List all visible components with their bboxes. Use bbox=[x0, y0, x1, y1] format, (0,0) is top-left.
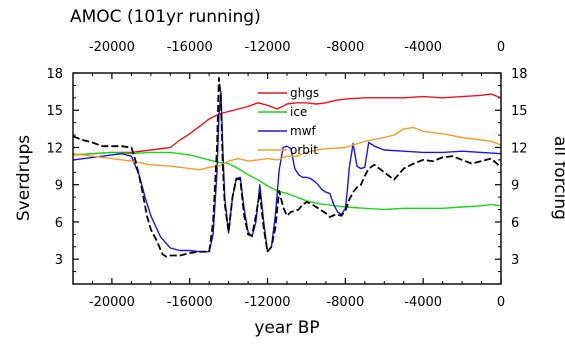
y-axis-title-right: all forcing bbox=[550, 136, 565, 220]
y-tick-label-right: 3 bbox=[511, 253, 519, 268]
x-tick-label-bottom: 0 bbox=[497, 295, 505, 310]
y-tick-label-left: 3 bbox=[55, 253, 63, 268]
y-tick-label-left: 18 bbox=[46, 67, 63, 82]
legend-label-ghgs: ghgs bbox=[290, 86, 319, 100]
x-tick-label-top: 0 bbox=[497, 40, 505, 55]
plot-frame bbox=[72, 72, 502, 285]
x-axis-title: year BP bbox=[254, 318, 319, 338]
legend: ghgs ice mwf orbit bbox=[258, 86, 319, 157]
series-line-ghgs bbox=[72, 93, 502, 156]
y-tick-label-right: 15 bbox=[511, 104, 528, 119]
series-line-ice bbox=[72, 151, 502, 211]
axis-ticks: -20000 -20000 -16000 -16000 -12000 -12000 -800… bbox=[46, 40, 527, 310]
legend-label-mwf: mwf bbox=[290, 124, 317, 138]
y-tick-label-right: 12 bbox=[511, 141, 528, 156]
series-line-mwf bbox=[72, 90, 502, 253]
series-layer bbox=[72, 77, 502, 258]
y-axis-title-left: Sverdrups bbox=[14, 135, 34, 221]
y-tick-label-left: 6 bbox=[55, 216, 63, 231]
y-tick-label-left: 9 bbox=[55, 179, 63, 194]
series-line-orbit bbox=[72, 126, 502, 171]
legend-label-ice: ice bbox=[290, 105, 307, 119]
x-tick-label-bottom: -16000 bbox=[167, 295, 213, 310]
series-line-all-forcing bbox=[72, 77, 502, 258]
chart-title: AMOC (101yr running) bbox=[70, 7, 261, 27]
x-tick-label-top: -16000 bbox=[167, 40, 213, 55]
x-tick-label-top: -20000 bbox=[89, 40, 135, 55]
x-tick-label-top: -4000 bbox=[404, 40, 442, 55]
x-tick-label-bottom: -20000 bbox=[89, 295, 135, 310]
x-tick-label-top: -8000 bbox=[326, 40, 364, 55]
y-tick-label-right: 18 bbox=[511, 67, 528, 82]
y-tick-label-right: 6 bbox=[511, 216, 519, 231]
y-tick-label-left: 12 bbox=[46, 141, 63, 156]
y-tick-label-left: 15 bbox=[46, 104, 63, 119]
x-tick-label-bottom: -8000 bbox=[326, 295, 364, 310]
x-tick-label-bottom: -12000 bbox=[245, 295, 291, 310]
x-tick-label-top: -12000 bbox=[245, 40, 291, 55]
y-tick-label-right: 9 bbox=[511, 179, 519, 194]
x-tick-label-bottom: -4000 bbox=[404, 295, 442, 310]
legend-label-orbit: orbit bbox=[290, 143, 318, 157]
